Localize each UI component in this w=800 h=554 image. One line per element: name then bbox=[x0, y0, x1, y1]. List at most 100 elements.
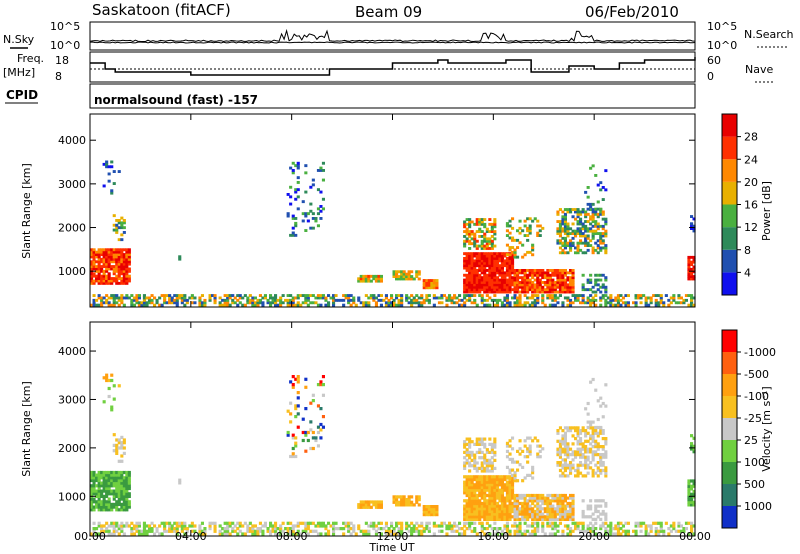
power-cell bbox=[589, 217, 593, 221]
power-cell bbox=[384, 294, 388, 297]
power-cell bbox=[100, 250, 104, 254]
power-cell bbox=[100, 277, 104, 280]
power-cell bbox=[306, 212, 310, 216]
velocity-cell bbox=[112, 473, 116, 477]
velocity-cell bbox=[521, 501, 525, 506]
velocity-cell bbox=[508, 501, 512, 506]
velocity-cell bbox=[321, 383, 325, 387]
power-cell bbox=[521, 288, 525, 292]
power-cell bbox=[120, 223, 124, 227]
power-cell bbox=[120, 296, 124, 300]
velocity-cell bbox=[97, 476, 101, 480]
power-cell bbox=[594, 281, 598, 284]
velocity-cell bbox=[591, 524, 595, 528]
velocity-cell bbox=[579, 471, 583, 475]
power-cell bbox=[518, 241, 522, 245]
velocity-cell bbox=[521, 507, 525, 511]
nsearch-trace bbox=[89, 41, 696, 44]
velocity-cell bbox=[475, 496, 479, 500]
velocity-cell bbox=[427, 510, 431, 514]
power-cell bbox=[122, 248, 126, 252]
velocity-cell bbox=[508, 517, 512, 521]
velocity-cell bbox=[521, 512, 525, 516]
power-cell bbox=[543, 273, 547, 277]
velocity-cell bbox=[513, 509, 517, 514]
velocity-cell bbox=[498, 515, 502, 519]
power-cell bbox=[536, 271, 540, 275]
velocity-cell bbox=[523, 521, 527, 525]
velocity-cell bbox=[327, 529, 331, 533]
velocity-cell bbox=[480, 466, 484, 470]
velocity-cell bbox=[601, 524, 605, 528]
velocity-cell bbox=[110, 405, 114, 409]
velocity-cell bbox=[463, 512, 467, 516]
power-cell bbox=[589, 281, 593, 284]
velocity-cell bbox=[435, 505, 439, 509]
colorbar-tick-label: -1000 bbox=[744, 346, 776, 359]
power-cell bbox=[528, 288, 532, 292]
power-cell bbox=[473, 222, 477, 226]
power-cell bbox=[546, 278, 550, 282]
power-cell bbox=[576, 244, 580, 247]
power-cell bbox=[495, 290, 499, 294]
velocity-cell bbox=[95, 527, 99, 531]
velocity-cell bbox=[538, 444, 542, 448]
velocity-cell bbox=[490, 515, 494, 519]
velocity-cell bbox=[475, 480, 479, 484]
power-cell bbox=[581, 298, 585, 302]
velocity-cell bbox=[498, 477, 502, 482]
velocity-cell bbox=[579, 461, 583, 465]
velocity-cell bbox=[105, 508, 109, 512]
velocity-cell bbox=[541, 501, 545, 506]
power-cell bbox=[495, 264, 499, 268]
velocity-cell bbox=[589, 499, 593, 503]
velocity-cell bbox=[498, 475, 502, 479]
power-cell bbox=[546, 288, 550, 292]
velocity-cell bbox=[359, 500, 363, 504]
velocity-cell bbox=[541, 515, 545, 519]
power-cell bbox=[296, 176, 300, 180]
power-cell bbox=[150, 301, 154, 305]
velocity-cell bbox=[536, 452, 540, 456]
velocity-cell bbox=[117, 470, 121, 475]
velocity-cell bbox=[374, 503, 378, 507]
velocity-cell bbox=[604, 442, 608, 446]
power-cell bbox=[480, 230, 484, 233]
power-cell bbox=[117, 226, 121, 230]
power-cell bbox=[558, 208, 562, 211]
power-cell bbox=[137, 294, 141, 297]
power-cell bbox=[306, 219, 310, 223]
velocity-cell bbox=[488, 437, 492, 441]
colorbar-segment bbox=[722, 374, 737, 396]
velocity-cell bbox=[228, 532, 232, 536]
power-cell bbox=[276, 298, 280, 302]
velocity-cell bbox=[569, 507, 573, 511]
velocity-cell bbox=[692, 532, 696, 536]
power-cell bbox=[490, 222, 494, 226]
power-cell bbox=[692, 277, 696, 281]
velocity-cell bbox=[468, 456, 472, 460]
power-cell bbox=[314, 301, 318, 305]
power-cell bbox=[304, 164, 308, 168]
velocity-cell bbox=[558, 450, 562, 454]
velocity-cell bbox=[92, 505, 96, 509]
velocity-cell bbox=[649, 527, 653, 531]
velocity-cell bbox=[669, 529, 673, 533]
power-cell bbox=[107, 274, 111, 278]
velocity-cell bbox=[332, 529, 336, 533]
power-cell bbox=[538, 269, 542, 272]
velocity-cell bbox=[493, 483, 497, 487]
velocity-cell bbox=[483, 442, 487, 446]
power-cell bbox=[523, 301, 527, 305]
power-cell bbox=[357, 277, 361, 281]
velocity-cell bbox=[407, 498, 411, 502]
power-cell bbox=[112, 182, 116, 185]
power-cell bbox=[528, 271, 532, 275]
velocity-cell bbox=[465, 485, 469, 490]
velocity-cell bbox=[102, 529, 106, 533]
velocity-cell bbox=[553, 496, 557, 500]
velocity-cell bbox=[546, 504, 550, 508]
power-cell bbox=[100, 269, 104, 273]
velocity-cell bbox=[526, 473, 530, 477]
power-cell bbox=[468, 269, 472, 272]
